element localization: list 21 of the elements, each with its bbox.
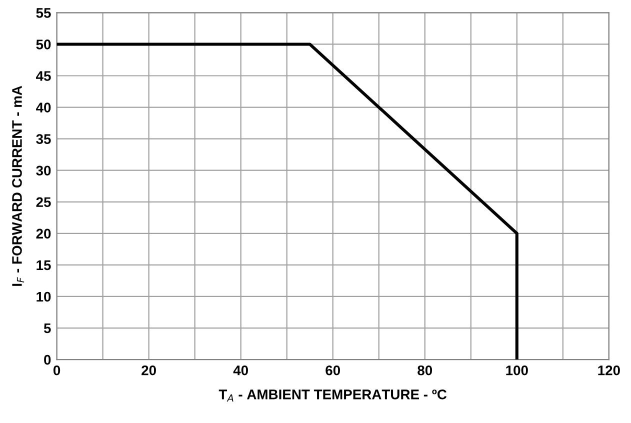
y-tick-label: 5 bbox=[44, 323, 51, 334]
y-axis-title: I$_{F}$ - FORWARD CURRENT - mA bbox=[12, 86, 24, 286]
y-tick-label: 25 bbox=[36, 197, 51, 208]
x-axis-title: T$_{A}$ - AMBIENT TEMPERATURE - ºC bbox=[218, 390, 447, 402]
y-tick-label: 50 bbox=[36, 40, 51, 50]
x-tick-label: 120 bbox=[598, 365, 620, 376]
y-tick-label: 10 bbox=[36, 292, 51, 302]
x-tick-label: 0 bbox=[53, 365, 60, 376]
x-tick-label: 100 bbox=[506, 365, 528, 376]
x-tick-label: 80 bbox=[418, 365, 432, 376]
x-tick-label: 20 bbox=[142, 365, 156, 376]
y-tick-label: 35 bbox=[36, 134, 51, 144]
y-tick-label: 0 bbox=[44, 354, 51, 365]
x-tick-label: 60 bbox=[326, 365, 340, 376]
x-tick-label: 40 bbox=[233, 365, 248, 376]
y-tick-label: 30 bbox=[36, 166, 51, 176]
y-tick-label: 20 bbox=[36, 228, 51, 239]
y-tick-label: 15 bbox=[36, 260, 51, 270]
y-tick-label: 55 bbox=[36, 8, 51, 18]
y-tick-label: 45 bbox=[36, 71, 51, 81]
y-tick-label: 40 bbox=[36, 102, 51, 112]
